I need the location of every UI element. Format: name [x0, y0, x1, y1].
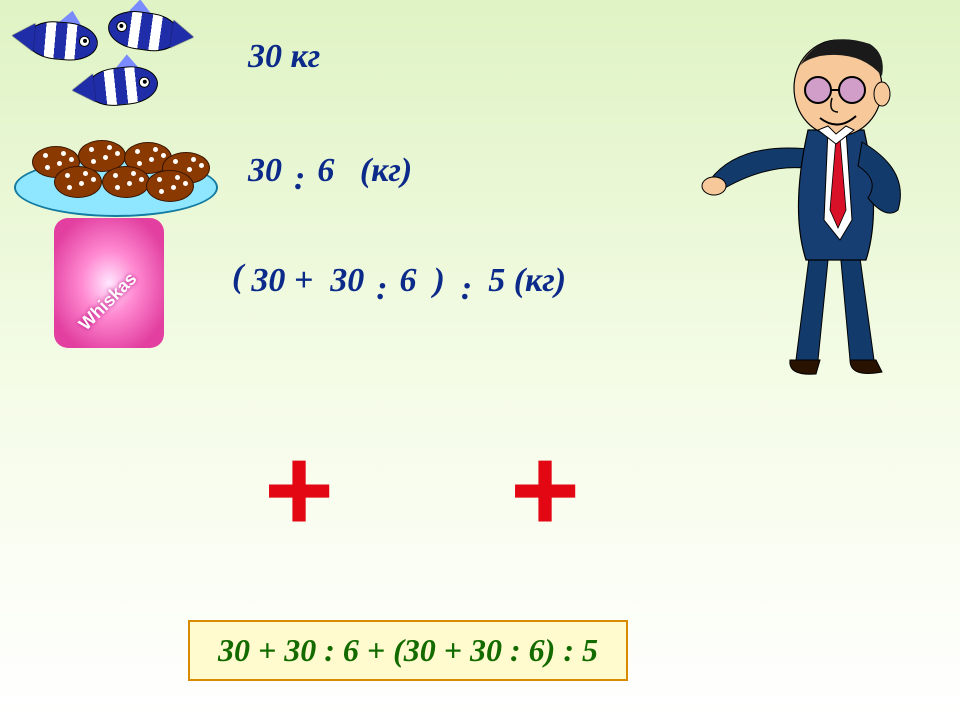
math-l3-open: ( [232, 258, 243, 295]
whiskas-bag: Whiskas [54, 218, 164, 348]
math-l3-b: 6 ) [400, 262, 445, 299]
math-l2-colon: : [294, 160, 305, 197]
plus-icon: + [264, 430, 334, 550]
math-line-3: ( 30 + 30 : 6 ) : 5 (кг) [232, 262, 566, 300]
math-line-1: 30 кг [248, 38, 320, 76]
math-l3-a: 30 + 30 [251, 262, 364, 299]
plus-icon: + [510, 430, 580, 550]
math-l3-colon1: : [376, 270, 387, 307]
fish-group [18, 6, 238, 126]
cookies-plate [10, 128, 220, 208]
answer-box: 30 + 30 : 6 + (30 + 30 : 6) : 5 [188, 620, 628, 681]
whiskas-label: Whiskas [75, 242, 168, 335]
math-l3-colon2: : [461, 270, 472, 307]
answer-text: 30 + 30 : 6 + (30 + 30 : 6) : 5 [218, 632, 598, 668]
math-l3-c: 5 (кг) [488, 262, 566, 299]
math-l2-a: 30 [248, 152, 282, 189]
businessman-icon [700, 10, 940, 390]
math-l2-b: 6 (кг) [317, 152, 412, 189]
math-line-2: 30 : 6 (кг) [248, 152, 412, 190]
